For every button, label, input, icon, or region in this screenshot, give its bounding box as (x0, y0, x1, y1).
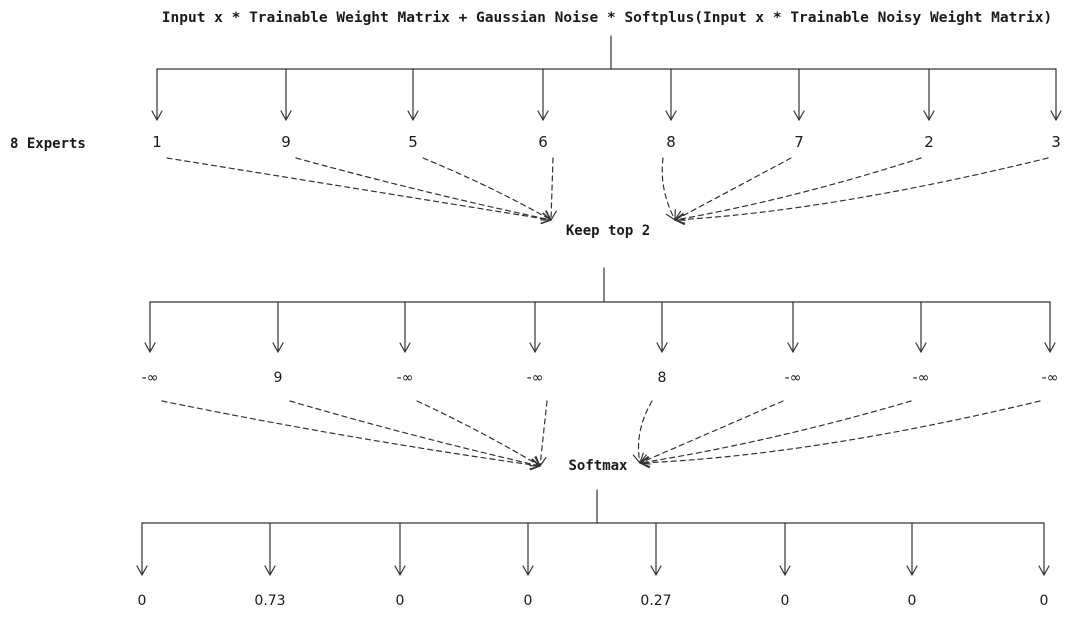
expert-to-topk-arrow-head (545, 210, 557, 221)
prob-arrowhead (1038, 565, 1050, 576)
masked-score: 9 (274, 370, 283, 386)
expert-score: 1 (152, 133, 162, 151)
masked-to-softmax-arrow (416, 400, 541, 467)
prob-arrowhead (264, 565, 276, 576)
experts-arrowhead (793, 110, 805, 121)
prob-arrowhead (522, 565, 534, 576)
expert-score: 5 (408, 133, 418, 151)
expert-score: 3 (1051, 133, 1061, 151)
prob-arrowhead (136, 565, 148, 576)
masked-arrowhead (399, 342, 411, 353)
expert-to-topk-arrow (674, 157, 922, 221)
masked-to-softmax-arrow (639, 400, 784, 464)
masked-arrowhead (1044, 342, 1056, 353)
probability-value: 0 (781, 593, 790, 609)
masked-to-softmax-arrow (639, 400, 912, 464)
masked-to-softmax-arrow-head (639, 457, 650, 469)
masked-score: -∞ (397, 370, 414, 386)
masked-arrowhead (787, 342, 799, 353)
masked-to-softmax-arrow (539, 400, 548, 467)
masked-score: -∞ (1042, 370, 1059, 386)
experts-arrowhead (280, 110, 292, 121)
probability-value: 0 (1040, 593, 1049, 609)
expert-to-topk-arrow-head (674, 213, 685, 226)
expert-to-topk-arrow (661, 157, 676, 221)
experts-arrowhead (151, 110, 163, 121)
masked-to-softmax-arrow (161, 400, 541, 467)
masked-arrowhead (915, 342, 927, 353)
experts-arrowhead (923, 110, 935, 121)
masked-arrowhead (144, 342, 156, 353)
experts-label: 8 Experts (10, 136, 86, 152)
prob-arrowhead (906, 565, 918, 576)
masked-to-softmax-arrow (289, 400, 541, 467)
expert-to-topk-arrow (674, 157, 792, 221)
prob-arrowhead (650, 565, 662, 576)
probability-value: 0 (396, 593, 405, 609)
expert-score: 2 (924, 133, 934, 151)
prob-arrowhead (779, 565, 791, 576)
probability-value: 0.73 (254, 593, 285, 609)
masked-score: -∞ (913, 370, 930, 386)
masked-to-softmax-arrow (639, 400, 1041, 464)
probability-value: 0 (908, 593, 917, 609)
expert-to-topk-arrow (550, 157, 554, 221)
masked-score: -∞ (785, 370, 802, 386)
connector-lines (136, 35, 1062, 576)
masked-arrowhead (529, 342, 541, 353)
masked-score: 8 (658, 370, 667, 386)
softmax-label: Softmax (568, 458, 628, 474)
experts-arrowhead (1050, 110, 1062, 121)
masked-scores-row: -∞ 9 -∞ -∞ 8 -∞ -∞ -∞ (142, 370, 1059, 386)
prob-arrowhead (394, 565, 406, 576)
masked-to-softmax-arrow-head (535, 455, 547, 467)
expert-score: 8 (666, 133, 676, 151)
experts-arrowhead (407, 110, 419, 121)
masked-arrowhead (656, 342, 668, 353)
masked-arrowhead (272, 342, 284, 353)
expert-to-topk-arrow (166, 157, 552, 221)
expert-score: 7 (794, 133, 804, 151)
probability-value: 0 (138, 593, 147, 609)
probability-value: 0.27 (640, 593, 671, 609)
expert-to-topk-arrow (674, 157, 1049, 221)
expert-to-topk-arrow (422, 157, 552, 221)
experts-arrowhead (537, 110, 549, 121)
masked-score: -∞ (142, 370, 159, 386)
expert-scores-row: 1 9 5 6 8 7 2 3 (152, 133, 1061, 151)
probability-value: 0 (524, 593, 533, 609)
expert-score: 9 (281, 133, 291, 151)
experts-arrowhead (665, 110, 677, 121)
masked-score: -∞ (527, 370, 544, 386)
masked-to-softmax-arrow (637, 400, 653, 464)
keep-top-label: Keep top 2 (566, 223, 650, 239)
formula-text: Input x * Trainable Weight Matrix + Gaus… (162, 10, 1052, 26)
probabilities-row: 0 0.73 0 0 0.27 0 0 0 (138, 593, 1049, 609)
expert-score: 6 (538, 133, 548, 151)
expert-to-topk-arrow (295, 157, 552, 221)
